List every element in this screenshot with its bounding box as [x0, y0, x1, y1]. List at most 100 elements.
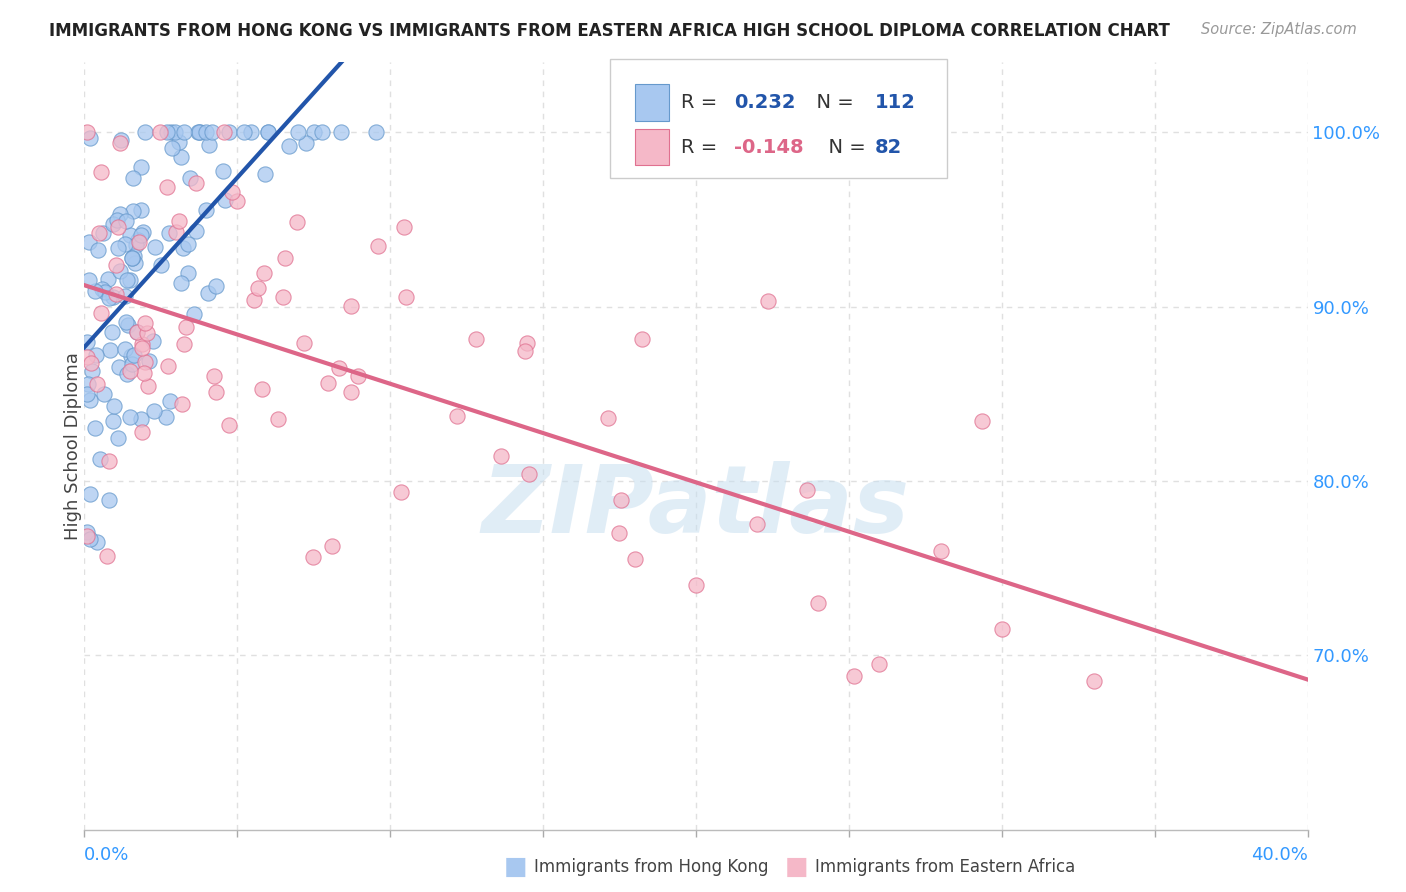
Point: [446, 409, 468, 423]
Point: [76, 524, 98, 539]
Point: [80, 356, 103, 370]
Point: [117, 318, 139, 332]
Point: [271, 290, 294, 304]
Point: [253, 266, 276, 280]
Point: [596, 411, 619, 425]
Point: [165, 125, 187, 139]
Point: [134, 355, 156, 369]
Point: [465, 332, 488, 346]
Point: [131, 341, 153, 355]
Point: [257, 125, 280, 139]
Point: [347, 368, 370, 383]
Point: [127, 233, 149, 247]
Point: [157, 359, 180, 374]
Point: [108, 359, 131, 374]
Point: [129, 227, 152, 242]
Point: [160, 125, 183, 139]
Point: [807, 596, 830, 610]
Point: [188, 125, 211, 139]
Point: [212, 163, 235, 178]
Point: [796, 483, 818, 497]
Point: [79, 131, 101, 145]
Point: [131, 425, 153, 439]
Point: [340, 385, 363, 400]
Point: [114, 342, 136, 356]
FancyBboxPatch shape: [610, 59, 946, 178]
Point: [187, 125, 209, 139]
Point: [76, 387, 98, 401]
Point: [395, 290, 418, 304]
Point: [150, 258, 173, 272]
Point: [84, 348, 107, 362]
Point: [76, 335, 98, 350]
Point: [311, 125, 333, 139]
Point: [134, 125, 156, 139]
Point: [155, 410, 177, 425]
Point: [972, 414, 994, 428]
Point: [225, 194, 247, 208]
Point: [624, 552, 647, 566]
Point: [115, 367, 138, 381]
Point: [120, 349, 142, 363]
Point: [80, 364, 103, 378]
Point: [118, 364, 141, 378]
Point: [489, 450, 512, 464]
Point: [107, 219, 129, 234]
Text: ■: ■: [785, 855, 808, 879]
Point: [87, 243, 110, 257]
Point: [214, 125, 236, 139]
Point: [201, 125, 224, 139]
Point: [214, 193, 236, 207]
Text: N =: N =: [804, 93, 859, 112]
Text: ZIPatlas: ZIPatlas: [482, 461, 910, 553]
Text: 82: 82: [875, 137, 901, 157]
Point: [89, 452, 111, 467]
Text: Source: ZipAtlas.com: Source: ZipAtlas.com: [1201, 22, 1357, 37]
Point: [367, 239, 389, 253]
Point: [247, 281, 270, 295]
Point: [122, 170, 145, 185]
Point: [79, 393, 101, 408]
Point: [100, 326, 122, 340]
Point: [991, 622, 1014, 636]
Y-axis label: High School Diploma: High School Diploma: [65, 352, 82, 540]
Point: [108, 264, 131, 278]
Point: [155, 125, 177, 139]
Point: [129, 203, 152, 218]
Point: [134, 316, 156, 330]
Point: [177, 266, 200, 280]
Point: [114, 236, 136, 251]
Point: [167, 136, 190, 150]
Point: [292, 335, 315, 350]
Point: [302, 125, 325, 139]
Text: IMMIGRANTS FROM HONG KONG VS IMMIGRANTS FROM EASTERN AFRICA HIGH SCHOOL DIPLOMA : IMMIGRANTS FROM HONG KONG VS IMMIGRANTS …: [49, 22, 1170, 40]
Point: [98, 492, 121, 507]
Point: [136, 379, 159, 393]
Point: [110, 133, 132, 147]
Point: [195, 125, 218, 139]
Point: [115, 213, 138, 227]
Point: [198, 137, 221, 152]
Point: [128, 235, 150, 249]
Point: [120, 227, 142, 242]
Point: [204, 384, 226, 399]
Point: [218, 417, 240, 432]
Point: [104, 286, 127, 301]
Point: [240, 125, 263, 139]
Point: [107, 241, 129, 255]
Point: [93, 387, 115, 401]
Point: [129, 412, 152, 426]
Point: [389, 484, 412, 499]
Point: [76, 350, 98, 364]
Point: [287, 125, 309, 139]
Point: [254, 168, 277, 182]
Text: Immigrants from Hong Kong: Immigrants from Hong Kong: [534, 858, 769, 876]
Point: [321, 539, 343, 553]
Text: R =: R =: [682, 93, 724, 112]
Point: [143, 404, 166, 418]
Point: [142, 334, 165, 348]
Point: [90, 306, 112, 320]
Point: [173, 125, 195, 139]
Point: [267, 412, 290, 426]
Point: [125, 326, 148, 340]
